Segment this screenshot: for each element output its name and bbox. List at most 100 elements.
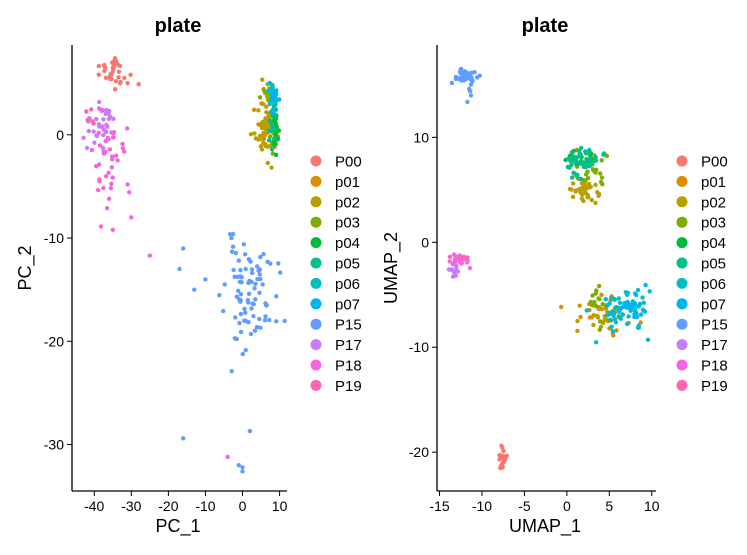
data-point	[270, 110, 275, 116]
data-point	[640, 295, 645, 300]
legend-label: P19	[701, 378, 728, 395]
legend-label: p02	[335, 194, 360, 211]
data-point	[260, 282, 265, 287]
data-point	[96, 99, 102, 105]
data-point	[107, 147, 113, 152]
data-point	[97, 143, 103, 148]
data-point	[613, 320, 619, 325]
data-point	[101, 117, 106, 122]
data-point	[458, 77, 464, 83]
legend-item-p19: P19	[310, 378, 362, 395]
y-tick-label: 0	[421, 234, 429, 250]
data-point	[447, 254, 453, 259]
data-point	[503, 456, 508, 461]
data-point	[467, 265, 473, 271]
data-point	[222, 282, 227, 287]
legend-key	[310, 298, 322, 310]
data-point	[240, 351, 245, 357]
data-point	[608, 317, 613, 322]
data-point	[243, 266, 248, 272]
data-point	[610, 329, 616, 334]
data-point	[271, 118, 276, 123]
data-point	[245, 298, 251, 303]
x-tick-label: -5	[518, 498, 531, 514]
data-point	[147, 253, 152, 258]
data-point	[104, 206, 110, 211]
series-p07	[267, 80, 282, 116]
x-tick-label: 5	[605, 498, 613, 514]
data-point	[129, 215, 134, 220]
legend-item-p18: P18	[676, 358, 728, 375]
legend-label: P15	[335, 317, 362, 334]
data-point	[101, 185, 106, 191]
data-point	[240, 469, 245, 474]
data-point	[583, 190, 588, 195]
data-point	[257, 95, 263, 100]
data-point	[638, 312, 644, 317]
legend-label: p05	[701, 256, 726, 273]
data-point	[599, 158, 604, 163]
data-point	[579, 196, 585, 201]
legend-item-p17: P17	[676, 337, 728, 354]
data-point	[251, 314, 256, 319]
data-point	[192, 287, 197, 292]
legend-key	[676, 196, 688, 208]
data-point	[264, 110, 269, 115]
legend-item-p05: p05	[676, 256, 726, 273]
data-point	[246, 291, 252, 296]
data-point	[623, 305, 628, 310]
data-point	[100, 145, 106, 151]
data-point	[272, 136, 277, 141]
legend-item-p02: p02	[676, 194, 726, 211]
x-tick-label: -20	[158, 498, 178, 514]
axes-layer: -40 -30 -20 -10 0 10 -30 -20 -10 0	[44, 45, 288, 514]
data-point	[600, 182, 605, 187]
legend-label: p06	[701, 276, 726, 293]
data-point	[581, 160, 586, 165]
legend-label: P17	[701, 337, 728, 354]
legend-item-p01: p01	[676, 174, 726, 191]
data-point	[574, 158, 579, 164]
data-point	[603, 297, 608, 302]
data-point	[236, 288, 241, 293]
data-point	[249, 267, 255, 272]
legend-label: p04	[701, 235, 726, 252]
data-point	[571, 154, 577, 160]
legend-key	[310, 359, 322, 371]
data-point	[599, 292, 604, 297]
legend: P00 p01 p02 p03 p04 p05 p06 p07 P15 P17 P18 P19	[676, 154, 728, 395]
data-point	[248, 331, 254, 337]
data-point	[250, 270, 255, 276]
data-point	[252, 131, 257, 136]
data-point	[477, 73, 482, 78]
data-point	[84, 145, 90, 151]
data-point	[588, 184, 593, 189]
data-point	[265, 160, 270, 166]
data-point	[269, 147, 275, 152]
data-point	[238, 292, 244, 297]
data-point	[274, 294, 279, 299]
x-axis-label: PC_1	[155, 516, 200, 537]
data-point	[122, 149, 127, 154]
legend-key	[310, 237, 322, 249]
legend-key	[310, 216, 322, 228]
x-tick-label: -30	[121, 498, 141, 514]
legend-label: P18	[335, 358, 362, 375]
x-tick-label: 0	[563, 498, 571, 514]
data-point	[252, 328, 258, 333]
data-point	[584, 156, 589, 162]
data-point	[624, 321, 630, 327]
data-point	[237, 279, 243, 285]
data-point	[117, 63, 123, 68]
pca-panel: plate -40 -30 -20 -10 0 10 -30 -20 -10 0 PC_1 PC_…	[15, 15, 362, 537]
data-point	[447, 259, 452, 264]
series-p15	[177, 231, 287, 474]
data-point	[617, 309, 622, 314]
data-point	[96, 106, 102, 111]
data-point	[591, 313, 596, 318]
data-point	[84, 109, 89, 114]
data-point	[236, 258, 241, 263]
legend-key	[310, 277, 322, 289]
data-point	[128, 72, 133, 78]
legend-item-p17: P17	[310, 337, 362, 354]
